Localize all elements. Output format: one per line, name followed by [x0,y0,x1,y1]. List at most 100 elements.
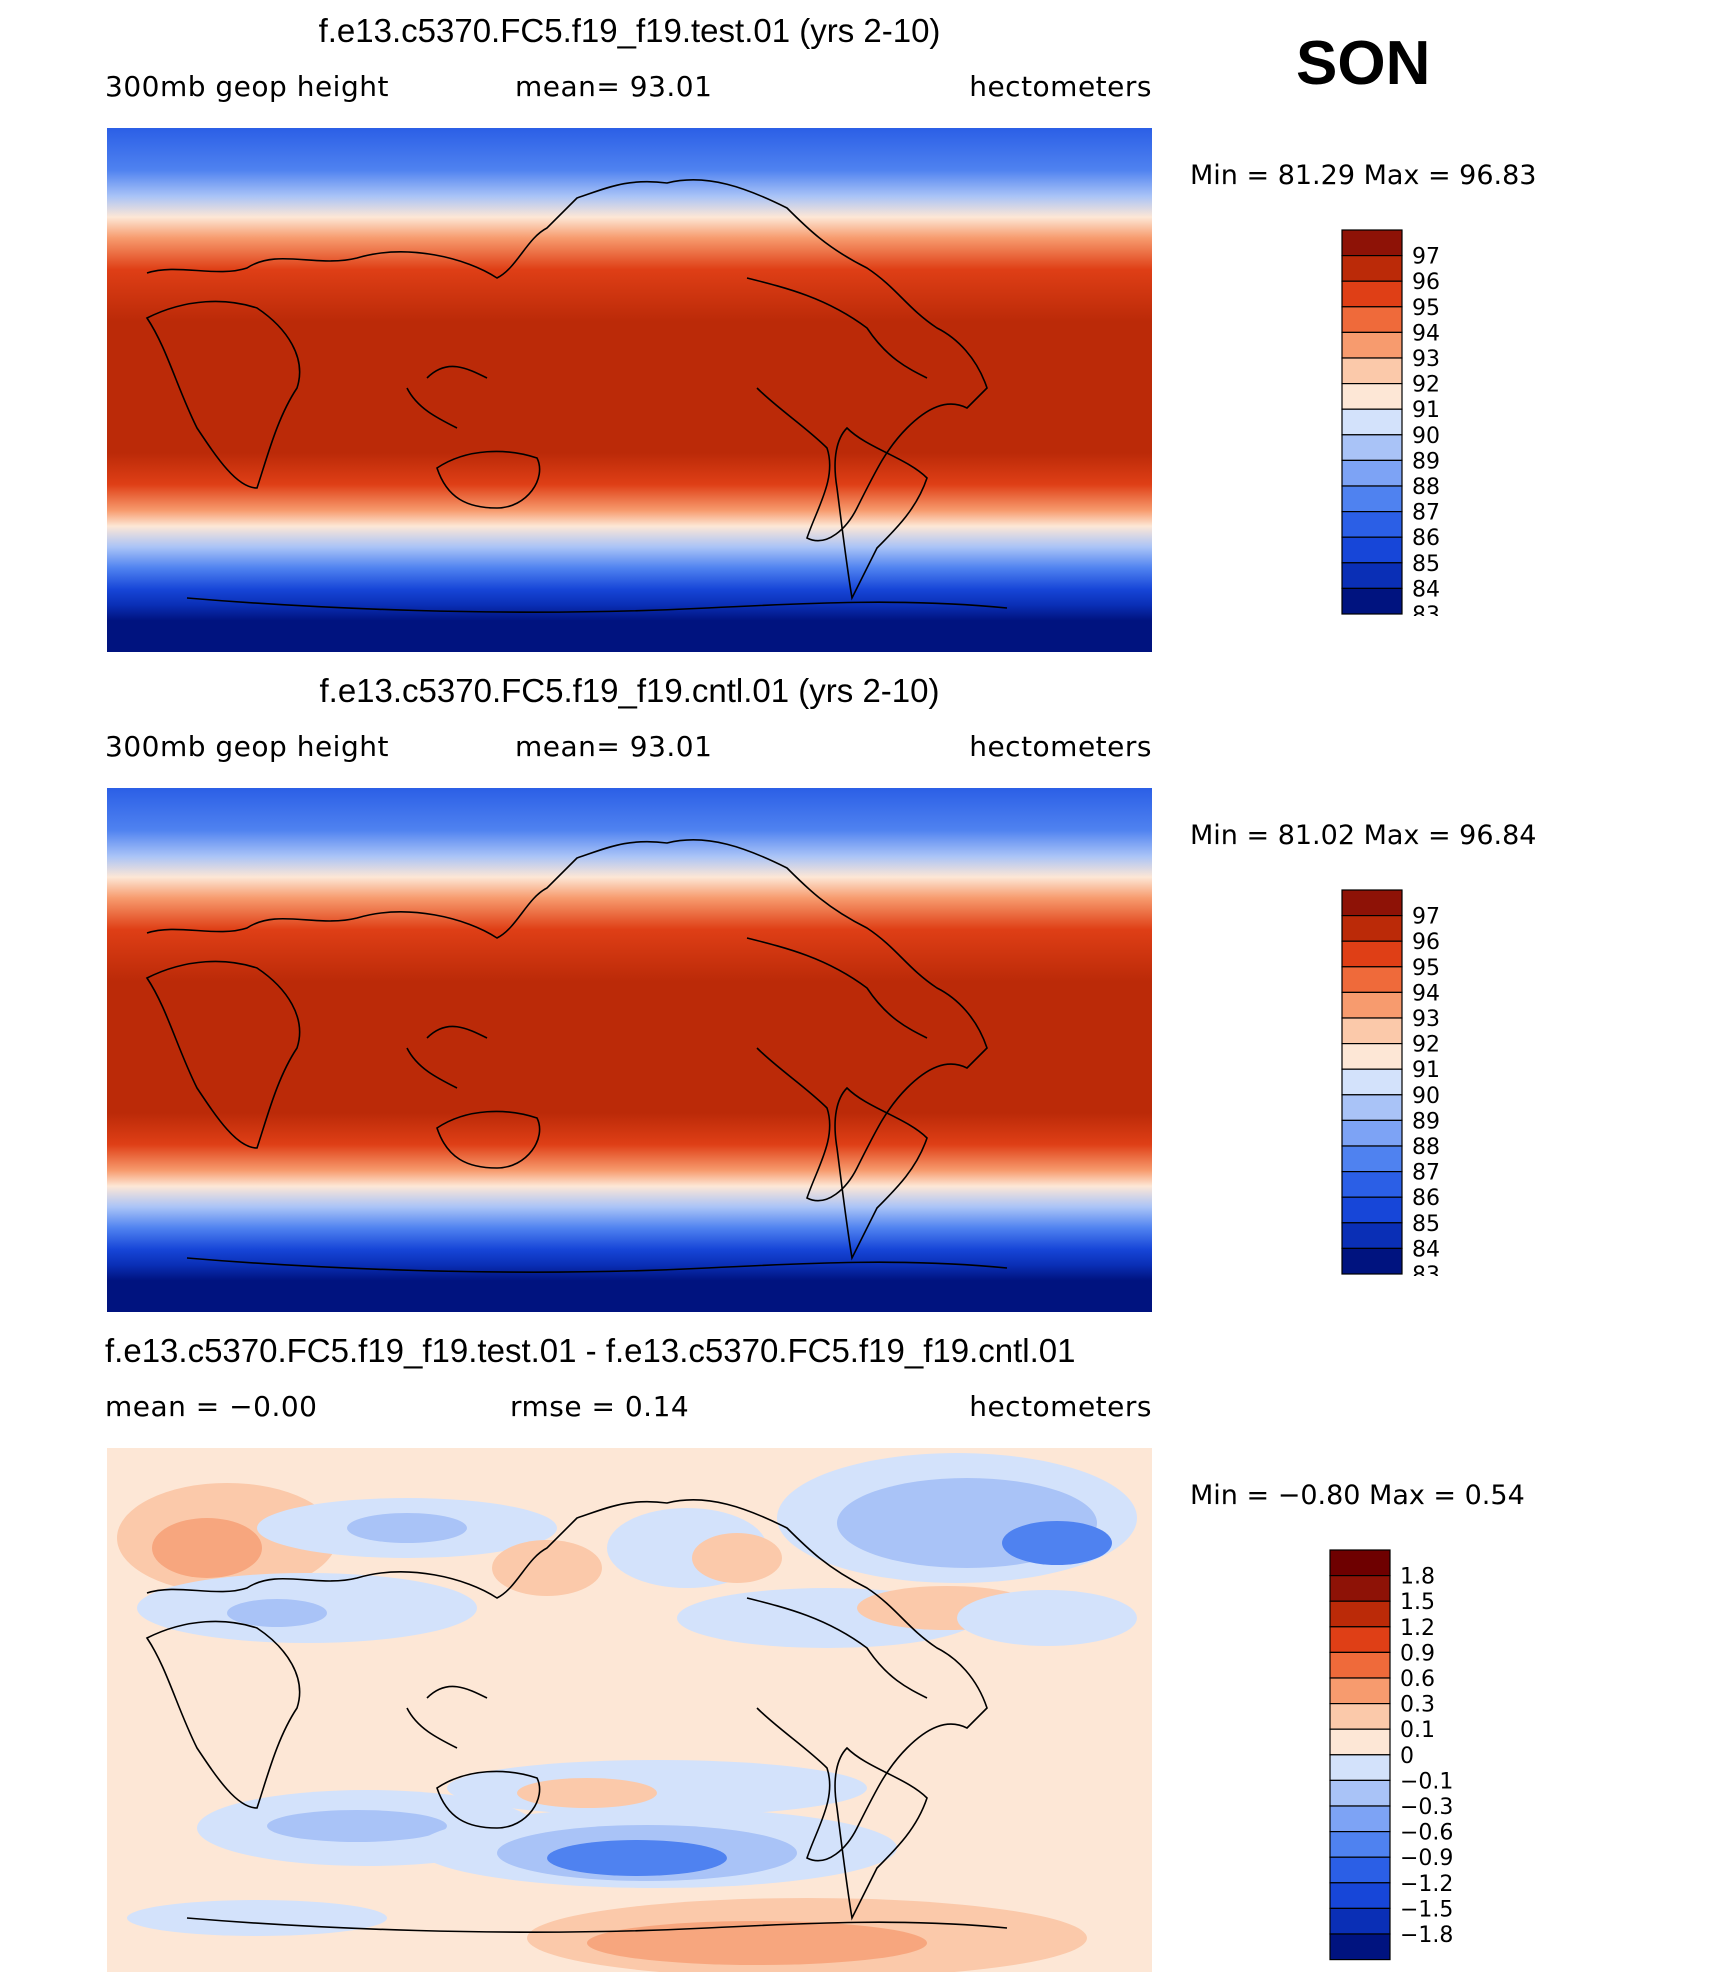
colorbar-diff: 1.8 1.5 1.2 0.9 0.6 0.3 0.1 0 −0.1 −0.3 −0.6 −0.9 −1… [1328,1548,1488,1967]
coastline-outline [145,839,1008,1273]
colorbar-tick-label: 90 [1412,1084,1440,1109]
colorbar-swatch [1329,1600,1391,1628]
colorbar-tick-label: 96 [1412,270,1440,295]
colorbar-swatch [1341,889,1403,917]
units-label: hectometers [969,730,1152,763]
colorbar-swatch [1329,1754,1391,1782]
colorbar-tick-label: 84 [1412,1237,1440,1262]
colorbar-tick-label: 85 [1412,1212,1440,1237]
colorbar-swatch [1329,1626,1391,1654]
min-max-label: Min = −0.80 Max = 0.54 [1190,1480,1525,1511]
colorbar-swatch [1341,331,1403,359]
colorbar-tick-label: 97 [1412,905,1440,930]
colorbar-tick-label: 86 [1412,526,1440,551]
map-test [107,128,1152,652]
colorbar-swatch [1329,1933,1391,1961]
colorbar-swatch [1341,536,1403,564]
variable-label: 300mb geop height [105,730,389,763]
colorbar-tick-label: 1.8 [1400,1565,1435,1590]
colorbar-swatch [1341,255,1403,282]
coastline-outline [145,1499,1008,1933]
coastline-outline [145,179,1008,613]
colorbar-tick-label: −0.1 [1400,1769,1453,1794]
colorbar-swatch [1341,1017,1403,1045]
mean-label: mean= 93.01 [515,70,713,103]
colorbar-swatch [1341,357,1403,385]
colorbar-swatch [1329,1651,1391,1679]
colorbar-swatch [1341,383,1403,410]
map-difference [107,1448,1152,1972]
min-max-label: Min = 81.29 Max = 96.83 [1190,160,1537,191]
colorbar-tick-label: 91 [1412,1058,1440,1083]
panel-title: f.e13.c5370.FC5.f19_f19.cntl.01 (yrs 2-1… [319,672,940,709]
colorbar-swatch [1341,1196,1403,1224]
colorbar-swatch [1329,1831,1391,1858]
colorbar-tick-label: 95 [1412,296,1440,321]
variable-label: 300mb geop height [105,70,389,103]
colorbar-swatch [1341,587,1403,615]
colorbar-swatch [1329,1575,1391,1602]
colorbar-swatch [1341,562,1403,589]
anomaly-patches [117,1453,1137,1972]
colorbar-tick-label: 1.5 [1400,1590,1435,1615]
colorbar-swatch [1329,1779,1391,1807]
colorbar-tick-label: 92 [1412,1033,1440,1058]
colorbar-tick-label: 1.2 [1400,1616,1435,1641]
colorbar-tick-label: 95 [1412,956,1440,981]
colorbar-swatch [1329,1728,1391,1756]
colorbar-tick-label: −1.5 [1400,1897,1453,1922]
colorbar-swatch [1341,915,1403,942]
colorbar-swatch [1341,966,1403,994]
colorbar-swatch [1341,229,1403,257]
colorbar-swatch [1329,1703,1391,1730]
colorbar-tick-label: 0.3 [1400,1693,1435,1718]
colorbar-tick-label: 87 [1412,1161,1440,1186]
colorbar-swatch [1341,940,1403,968]
colorbar-swatch [1341,1145,1403,1173]
map-cntl [107,788,1152,1312]
colorbar-tick-label: 94 [1412,981,1440,1006]
colorbar-tick-label: 83 [1412,1263,1440,1276]
mean-label: mean = −0.00 [105,1390,318,1423]
colorbar-tick-label: −1.8 [1400,1923,1453,1948]
colorbar-tick-label: −0.9 [1400,1846,1453,1871]
colorbar-swatch [1341,1094,1403,1122]
panel-test: f.e13.c5370.FC5.f19_f19.test.01 (yrs 2-1… [0,0,1710,652]
colorbar-tick-label: 97 [1412,245,1440,270]
units-label: hectometers [969,70,1152,103]
colorbar-swatch [1341,306,1403,334]
colorbar-swatch [1341,1247,1403,1275]
colorbar-tick-label: 88 [1412,475,1440,500]
colorbar-tick-label: −0.3 [1400,1795,1453,1820]
colorbar-tick-label: 87 [1412,501,1440,526]
season-label: SON [1296,29,1431,98]
panel-title: f.e13.c5370.FC5.f19_f19.test.01 - f.e13.… [105,1332,1076,1369]
colorbar-tick-label: 94 [1412,321,1440,346]
colorbar-swatch [1329,1907,1391,1935]
colorbar-tick-label: 84 [1412,577,1440,602]
panel-title: f.e13.c5370.FC5.f19_f19.test.01 (yrs 2-1… [318,12,941,49]
rmse-label: rmse = 0.14 [510,1390,690,1423]
colorbar-tick-label: 0.1 [1400,1718,1435,1743]
colorbar-tick-label: 90 [1412,424,1440,449]
mean-label: mean= 93.01 [515,730,713,763]
min-max-label: Min = 81.02 Max = 96.84 [1190,820,1537,851]
colorbar-swatch [1341,1222,1403,1249]
colorbar-tick-label: 88 [1412,1135,1440,1160]
colorbar-tick-label: 91 [1412,398,1440,423]
colorbar-tick-label: 86 [1412,1186,1440,1211]
colorbar-tick-label: 0.9 [1400,1641,1435,1666]
colorbar-swatch [1329,1805,1391,1833]
panel-cntl: f.e13.c5370.FC5.f19_f19.cntl.01 (yrs 2-1… [0,660,1710,1312]
colorbar-tick-label: −1.2 [1400,1872,1453,1897]
colorbar-swatch [1329,1882,1391,1909]
colorbar-swatch [1341,408,1403,436]
colorbar-tick-label: 93 [1412,1007,1440,1032]
colorbar-tick-label: 85 [1412,552,1440,577]
colorbar-svg: 1.81.51.20.90.60.30.10−0.1−0.3−0.6−0.9−1… [1329,1549,1453,1961]
colorbar-tick-label: 0.6 [1400,1667,1435,1692]
colorbar-swatch [1329,1677,1391,1705]
panel-diff: f.e13.c5370.FC5.f19_f19.test.01 - f.e13.… [0,1320,1710,1972]
